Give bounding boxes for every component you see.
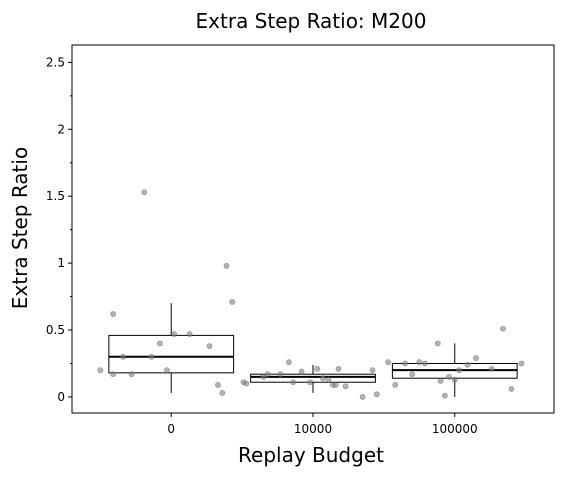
- data-point: [148, 353, 155, 360]
- data-point: [120, 353, 126, 360]
- data-point: [416, 359, 423, 366]
- data-point: [434, 340, 441, 347]
- data-point: [332, 381, 339, 388]
- x-tick-label: 100000: [432, 422, 478, 436]
- data-point: [128, 371, 135, 378]
- data-point: [392, 381, 399, 388]
- data-point: [508, 386, 515, 392]
- x-tick-label: 10000: [294, 422, 332, 436]
- data-point: [518, 360, 525, 367]
- data-point: [285, 359, 292, 366]
- y-axis-label: Extra Step Ratio: [8, 147, 32, 309]
- x-axis-label: Replay Budget: [238, 443, 384, 467]
- plot-area: 0 0.5 1 1.5 2 2.5 0 10000 100000: [46, 55, 525, 436]
- data-point: [171, 331, 177, 337]
- data-point: [277, 371, 284, 378]
- data-point: [473, 355, 479, 362]
- data-point: [335, 365, 342, 372]
- data-point: [441, 392, 448, 399]
- y-tick-label: 1.5: [46, 189, 65, 203]
- data-point: [264, 371, 271, 378]
- data-point: [243, 380, 250, 387]
- y-tick-label: 2: [57, 122, 65, 136]
- data-point: [402, 360, 409, 367]
- data-point: [164, 367, 170, 374]
- y-tick-label: 1: [57, 256, 65, 270]
- data-point: [141, 189, 148, 196]
- data-point: [456, 367, 462, 374]
- data-point: [446, 373, 452, 380]
- y-tick-label: 0: [57, 390, 65, 404]
- data-point: [385, 359, 392, 366]
- data-point: [464, 361, 471, 368]
- data-point: [97, 367, 104, 374]
- data-point: [110, 311, 117, 317]
- plot-frame: [71, 44, 555, 414]
- data-point: [260, 373, 267, 380]
- x-tick-label: 0: [167, 422, 175, 436]
- data-point: [325, 376, 332, 383]
- y-tick-label: 2.5: [46, 55, 65, 69]
- data-point: [223, 262, 230, 269]
- data-point: [219, 390, 226, 396]
- data-point: [307, 379, 314, 386]
- data-point: [298, 368, 305, 375]
- data-point: [206, 343, 213, 349]
- data-point: [314, 365, 321, 372]
- data-point: [290, 379, 297, 386]
- data-point: [422, 360, 428, 367]
- data-point: [373, 391, 380, 398]
- data-point: [110, 371, 117, 378]
- box-iqr: [108, 334, 235, 374]
- data-point: [409, 371, 416, 378]
- chart-title: Extra Step Ratio: M200: [196, 9, 427, 33]
- y-tick-label: 0.5: [46, 323, 65, 337]
- data-point: [437, 377, 444, 384]
- data-point: [320, 375, 326, 382]
- data-point: [215, 381, 221, 388]
- data-point: [488, 365, 495, 372]
- data-point: [500, 325, 506, 332]
- data-point: [342, 383, 349, 390]
- data-point: [156, 340, 163, 347]
- data-point: [229, 299, 236, 305]
- data-point: [186, 331, 193, 337]
- data-point: [369, 367, 376, 374]
- data-point: [359, 394, 366, 400]
- data-point: [451, 376, 458, 383]
